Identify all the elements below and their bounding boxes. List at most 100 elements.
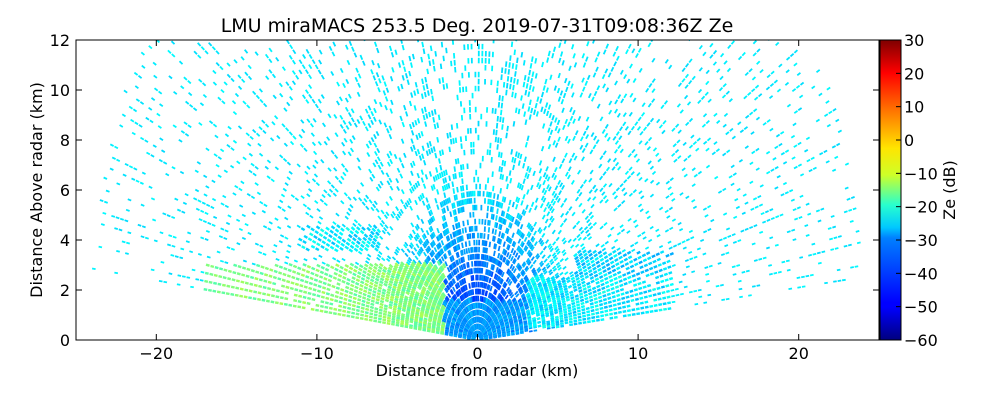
radar-gate xyxy=(590,259,595,264)
radar-gate xyxy=(217,156,222,160)
radar-gate xyxy=(583,290,588,294)
radar-gate xyxy=(425,204,430,211)
radar-gate xyxy=(449,138,453,145)
radar-gate xyxy=(274,263,279,268)
radar-gate xyxy=(639,130,644,136)
radar-gate xyxy=(455,245,459,251)
radar-gate xyxy=(527,296,532,302)
radar-gate xyxy=(150,154,155,158)
radar-gate xyxy=(325,296,330,300)
radar-gate xyxy=(669,282,674,287)
radar-gate xyxy=(649,117,655,123)
radar-gate xyxy=(807,212,812,216)
radar-gate xyxy=(502,241,506,247)
radar-gate xyxy=(612,191,617,196)
radar-gate xyxy=(543,270,548,275)
radar-gate xyxy=(608,308,613,312)
radar-gate xyxy=(267,287,272,291)
radar-gate xyxy=(252,90,257,96)
radar-gate xyxy=(557,128,561,134)
radar-gate xyxy=(567,121,571,127)
radar-gate xyxy=(139,101,145,105)
radar-gate xyxy=(501,174,505,181)
radar-gate xyxy=(801,275,805,279)
radar-gate xyxy=(421,41,425,48)
radar-gate xyxy=(627,280,633,284)
radar-gate xyxy=(725,131,730,136)
radar-gate xyxy=(576,282,582,287)
radar-gate xyxy=(554,117,558,123)
radar-gate xyxy=(587,222,592,227)
radar-gate xyxy=(432,322,437,326)
radar-gate xyxy=(519,241,524,247)
radar-gate xyxy=(415,311,420,316)
radar-gate xyxy=(401,313,406,317)
radar-gate xyxy=(661,261,667,266)
radar-gate xyxy=(560,294,565,299)
radar-gate xyxy=(620,228,626,233)
radar-gate xyxy=(564,118,569,125)
radar-gate xyxy=(359,280,365,285)
radar-gate xyxy=(197,199,202,203)
radar-gate xyxy=(419,246,424,252)
radar-gate xyxy=(436,189,440,195)
radar-gate xyxy=(116,250,121,253)
radar-gate xyxy=(555,322,560,326)
radar-gate xyxy=(657,292,662,296)
radar-gate xyxy=(224,204,229,209)
radar-gate xyxy=(304,280,309,284)
radar-gate xyxy=(375,231,380,237)
radar-gate xyxy=(329,297,334,302)
radar-gate xyxy=(443,207,447,214)
radar-gate xyxy=(526,189,530,195)
radar-gate xyxy=(414,225,419,231)
radar-gate xyxy=(241,266,247,270)
radar-gate xyxy=(539,307,544,312)
radar-gate xyxy=(445,326,450,331)
radar-gate xyxy=(245,132,250,137)
radar-gate xyxy=(375,274,381,279)
radar-gate xyxy=(459,295,463,302)
radar-gate xyxy=(372,116,377,122)
radar-gate xyxy=(655,252,661,257)
radar-gate xyxy=(520,280,525,286)
radar-gate xyxy=(555,261,561,266)
radar-gate xyxy=(628,192,634,197)
radar-gate xyxy=(292,264,298,269)
radar-gate xyxy=(588,291,593,296)
radar-gate xyxy=(201,201,206,205)
radar-gate xyxy=(492,296,497,303)
radar-gate xyxy=(586,316,591,320)
radar-gate xyxy=(656,234,661,238)
radar-gate xyxy=(364,282,369,287)
radar-gate xyxy=(138,124,143,128)
radar-gate xyxy=(626,309,631,313)
radar-gate xyxy=(529,63,533,69)
radar-gate xyxy=(444,287,449,293)
radar-gate xyxy=(415,134,419,141)
radar-gate xyxy=(431,330,436,334)
radar-gate xyxy=(301,268,306,272)
radar-gate xyxy=(495,274,499,281)
radar-gate xyxy=(528,324,533,329)
radar-gate xyxy=(330,241,336,246)
radar-gate xyxy=(400,317,405,321)
radar-gate xyxy=(422,262,427,268)
radar-gate xyxy=(377,183,382,189)
radar-gate xyxy=(517,299,523,304)
radar-gate xyxy=(630,269,636,273)
radar-gate xyxy=(647,42,652,48)
radar-gate xyxy=(371,271,376,277)
radar-gate xyxy=(427,264,432,270)
radar-gate xyxy=(454,245,458,252)
radar-gate xyxy=(626,250,632,255)
radar-gate xyxy=(244,71,249,77)
radar-gate xyxy=(515,220,520,226)
radar-gate xyxy=(224,229,229,233)
radar-gate xyxy=(517,246,522,252)
radar-gate xyxy=(395,292,400,297)
radar-gate xyxy=(642,236,647,240)
radar-gate xyxy=(645,210,650,215)
radar-gate xyxy=(543,207,548,213)
radar-gate xyxy=(638,176,643,182)
